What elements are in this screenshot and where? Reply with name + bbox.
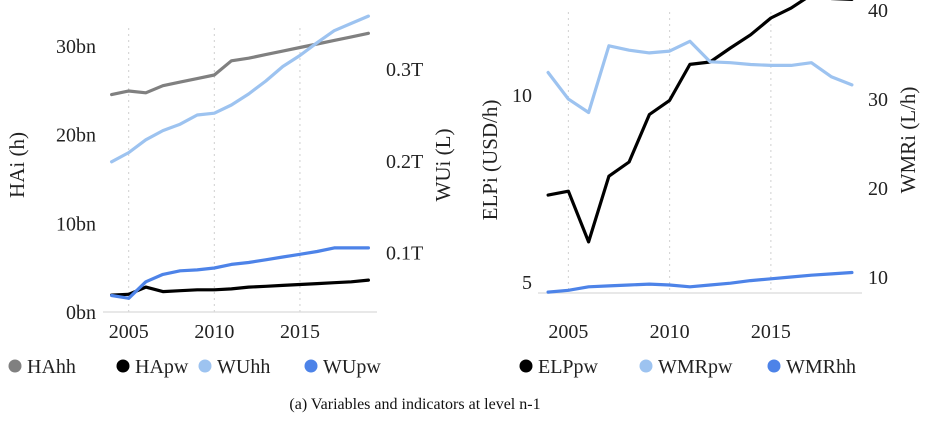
x-tick-label: 2015 [280,321,320,343]
left-panel: 2005 2010 20150bn10bn20bn30bn0.1T0.2T0.3T … [5,14,455,378]
left-y-tick-label: 10bn [56,213,96,235]
legend-label-hahh: HAhh [27,356,76,378]
right-y-tick-label: 0.1T [386,242,423,264]
left-y-tick-label: 20bn [56,125,96,147]
right-y-tick-label: 20 [868,178,888,200]
series-line-wmrhh [546,270,854,294]
right-y-tick-label: 0.2T [386,151,423,173]
series-line-elppw [546,0,854,244]
x-tick-label: 2010 [194,321,234,343]
right-panel: 2005 2010 2015 5 10 10 20 30 40 ELPi (USD/h) WMR… [478,0,920,378]
left-y-axis-title: HAi (h) [5,132,29,198]
legend-marker-wmrhh [767,359,781,373]
right-y-axis-title: ELPi (USD/h) [478,100,502,221]
x-tick-label: 2010 [650,321,690,343]
legend-label-wmrhh: WMRhh [786,356,856,378]
x-tick-label: 2005 [548,321,588,343]
left-y-tick-label: 10 [512,85,532,107]
right-y2-axis-title: WMRi (L/h) [896,87,920,194]
legend-marker-hapw [116,359,130,373]
x-tick-label: 2015 [751,321,791,343]
legend-label-wupw: WUpw [323,356,381,378]
left-y-tick-label: 5 [522,272,532,294]
right-legend: ELPpw WMRpw WMRhh [519,356,856,378]
left-y-tick-label: 0bn [66,302,96,324]
legend-label-wuhh: WUhh [217,356,270,378]
legend-label-elppw: ELPpw [538,356,599,378]
legend-marker-wupw [304,359,318,373]
legend-marker-wuhh [198,359,212,373]
left-y2-axis-title: WUi (L) [431,129,455,202]
series-line-wuhh [109,14,370,164]
legend-marker-hahh [8,359,22,373]
right-y-tick-label: 30 [868,89,888,111]
series-line-wmrpw [546,39,854,115]
legend-marker-elppw [519,359,533,373]
right-y-tick-label: 10 [868,267,888,289]
legend-marker-wmrpw [639,359,653,373]
figure-caption: (a) Variables and indicators at level n-… [289,396,540,413]
right-y-tick-label: 40 [868,0,888,22]
series-line-wupw [109,246,370,300]
legend-label-wmrpw: WMRpw [658,356,733,378]
x-tick-label: 2005 [109,321,149,343]
series-line-hapw [109,278,370,297]
left-legend: HAhh HApw WUhh WUpw [8,356,381,378]
series-line-hahh [109,31,370,97]
right-y-tick-label: 0.3T [386,59,423,81]
legend-label-hapw: HApw [135,356,189,378]
left-y-tick-label: 30bn [56,36,96,58]
